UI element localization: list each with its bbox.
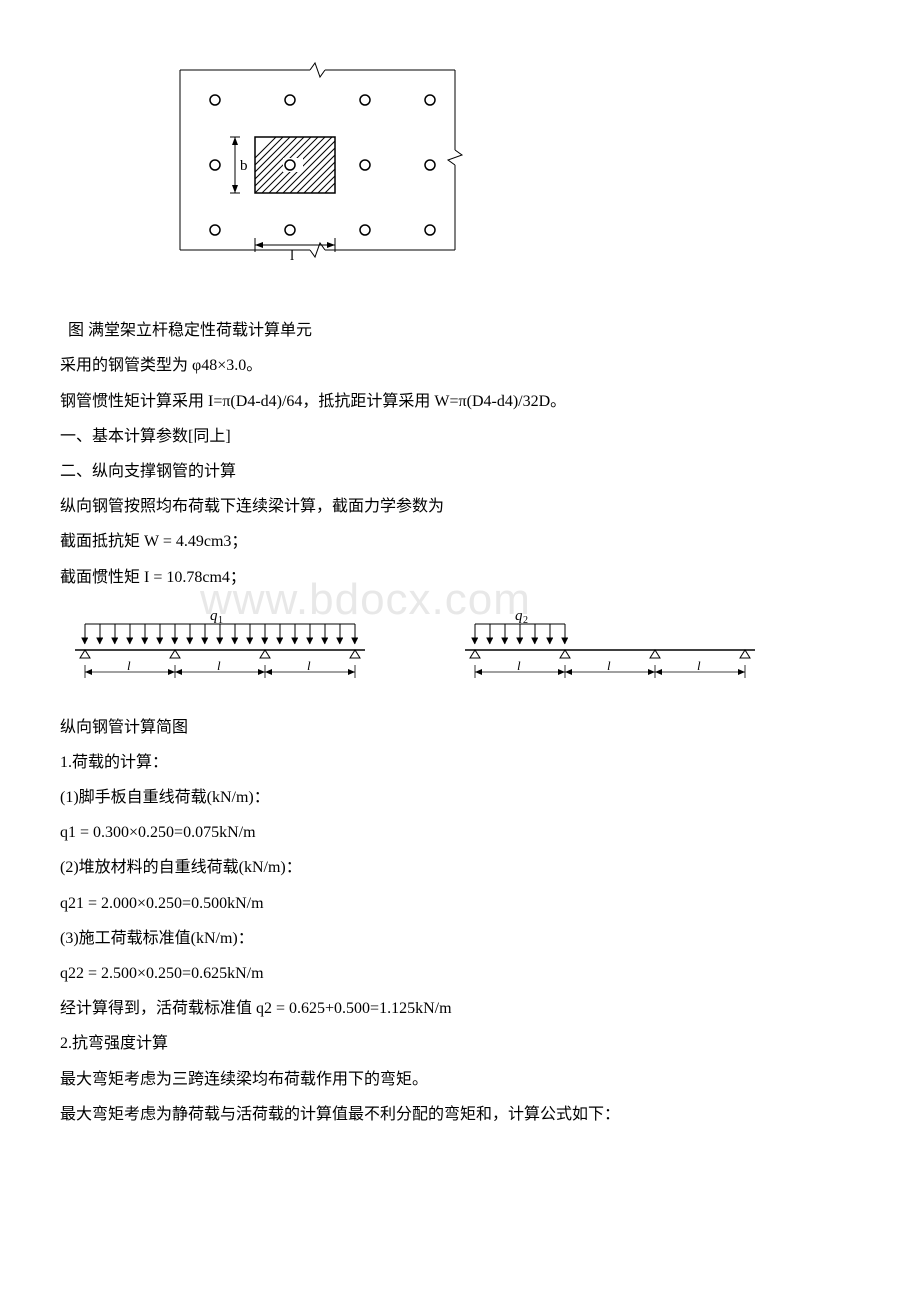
beam-left-svg: q 1 [60, 610, 370, 685]
scaffold-plan-figure: b l [160, 50, 860, 293]
text-line: 采用的钢管类型为 φ48×3.0。 [60, 348, 860, 383]
text-line: 钢管惯性矩计算采用 I=π(D4-d4)/64，抵抗距计算采用 W=π(D4-d… [60, 384, 860, 419]
dim-l-label: l [290, 248, 294, 264]
dim-b-label: b [240, 158, 248, 174]
text-line: 截面惯性矩 I = 10.78cm4； [60, 560, 860, 595]
text-line: 一、基本计算参数[同上] [60, 419, 860, 454]
svg-text:l: l [307, 658, 311, 673]
svg-text:l: l [697, 658, 701, 673]
text-line: (3)施工荷载标准值(kN/m)： [60, 921, 860, 956]
text-line: 纵向钢管按照均布荷载下连续梁计算，截面力学参数为 [60, 489, 860, 524]
text-line: (2)堆放材料的自重线荷载(kN/m)： [60, 850, 860, 885]
text-line: q1 = 0.300×0.250=0.075kN/m [60, 815, 860, 850]
text-line: (1)脚手板自重线荷载(kN/m)： [60, 780, 860, 815]
svg-text:l: l [127, 658, 131, 673]
beam-right-svg: q 2 l l l [450, 610, 760, 685]
figure1-caption: 图 满堂架立杆稳定性荷载计算单元 [60, 313, 860, 348]
svg-text:l: l [217, 658, 221, 673]
text-line: 1.荷载的计算： [60, 745, 860, 780]
beam-right-q-label: q [515, 610, 523, 624]
text-line: 最大弯矩考虑为三跨连续梁均布荷载作用下的弯矩。 [60, 1062, 860, 1097]
text-line: q21 = 2.000×0.250=0.500kN/m [60, 886, 860, 921]
text-line: 截面抵抗矩 W = 4.49cm3； [60, 524, 860, 559]
text-line: 二、纵向支撑钢管的计算 [60, 454, 860, 489]
beam-left-q-label: q [210, 610, 218, 624]
beam-diagrams-row: q 1 [60, 610, 860, 685]
svg-text:l: l [517, 658, 521, 673]
scaffold-plan-svg: b l [160, 50, 470, 280]
text-line: q22 = 2.500×0.250=0.625kN/m [60, 956, 860, 991]
text-line: 经计算得到，活荷载标准值 q2 = 0.625+0.500=1.125kN/m [60, 991, 860, 1026]
text-line: 最大弯矩考虑为静荷载与活荷载的计算值最不利分配的弯矩和，计算公式如下： [60, 1097, 860, 1132]
svg-text:l: l [607, 658, 611, 673]
text-line: 2.抗弯强度计算 [60, 1026, 860, 1061]
beam-caption: 纵向钢管计算简图 [60, 710, 860, 745]
